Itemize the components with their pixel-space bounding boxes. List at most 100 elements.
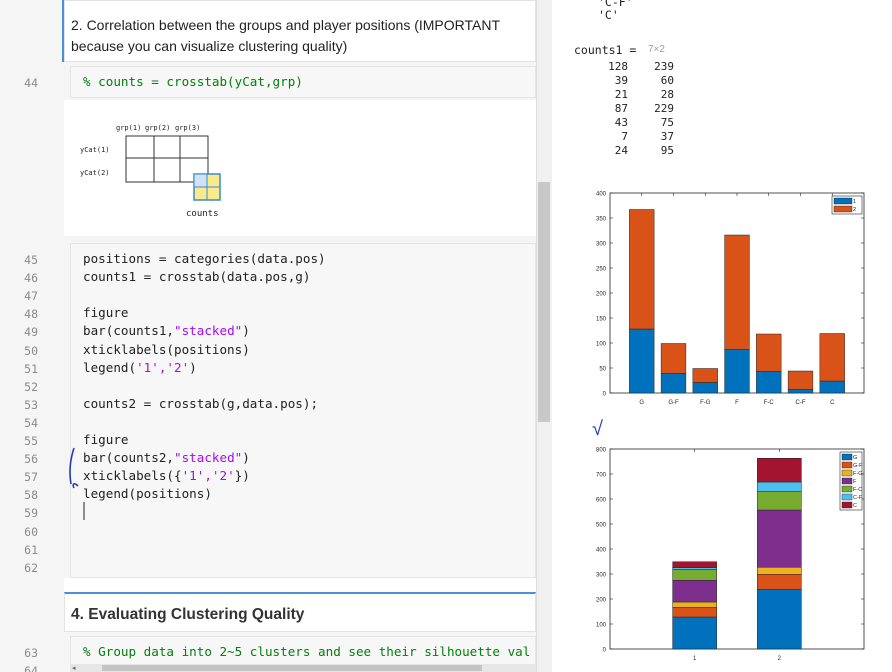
x-tick-label: F xyxy=(735,400,739,406)
horizontal-scrollbar[interactable]: ◂ xyxy=(70,664,536,672)
y-tick-label: 0 xyxy=(603,648,607,654)
bar-segment-G xyxy=(757,589,802,650)
code-line[interactable]: legend('1','2') xyxy=(83,359,197,375)
line-number: 53 xyxy=(24,397,38,412)
counts-table-icon xyxy=(193,173,221,201)
legend-swatch-1 xyxy=(833,197,853,205)
bar-segment-2 xyxy=(756,333,782,372)
code-line[interactable]: bar(counts1,"stacked") xyxy=(83,323,250,339)
matrix-cell: 21 xyxy=(614,88,628,101)
legend-label: C-F xyxy=(853,495,863,501)
x-tick-label: F-G xyxy=(700,400,711,406)
y-tick-label: 500 xyxy=(596,523,607,529)
matrix-cell: 7 xyxy=(621,130,628,143)
bar-segment-F-C xyxy=(757,491,802,511)
matrix-cell: 87 xyxy=(614,102,628,115)
y-tick-label: 200 xyxy=(596,598,607,604)
legend-swatch-F-G xyxy=(841,469,853,477)
legend-label: F-G xyxy=(853,471,862,477)
section-2-text: 2. Correlation between the groups and pl… xyxy=(71,17,500,54)
code-line[interactable]: xticklabels({'1','2'}) xyxy=(83,468,250,484)
x-tick-label: F-C xyxy=(764,400,775,406)
diagram-cell xyxy=(125,157,155,183)
ycat-1-label: yCat(1) xyxy=(80,146,110,154)
code-line[interactable]: figure xyxy=(83,305,129,321)
line-number: 50 xyxy=(24,343,38,358)
bar-segment-F xyxy=(757,509,802,568)
diagram-cell xyxy=(153,157,181,183)
bar-segment-2 xyxy=(692,368,718,383)
line-number: 54 xyxy=(24,415,38,430)
y-tick-label: 0 xyxy=(603,392,607,398)
bar-segment-2 xyxy=(787,370,814,390)
code-line[interactable]: counts1 = crosstab(data.pos,g) xyxy=(83,269,311,285)
horizontal-scroll-thumb[interactable] xyxy=(102,665,482,671)
code-line[interactable]: legend(positions) xyxy=(83,486,212,502)
live-script-editor[interactable]: 2. Correlation between the groups and pl… xyxy=(0,0,552,672)
legend-label: 2 xyxy=(853,207,856,213)
code-line-63[interactable]: % Group data into 2~5 clusters and see t… xyxy=(83,644,531,659)
bar-segment-C-F xyxy=(672,567,717,570)
code-line-44[interactable]: % counts = crosstab(yCat,grp) xyxy=(83,74,303,89)
code-line[interactable]: xticklabels(positions) xyxy=(83,341,250,357)
bar-segment-1 xyxy=(756,371,782,394)
legend-swatch-G-F xyxy=(841,461,853,469)
legend-label: F xyxy=(853,479,857,485)
y-tick-label: 100 xyxy=(596,623,607,629)
code-block-44[interactable] xyxy=(70,66,536,98)
vertical-scroll-thumb[interactable] xyxy=(538,182,550,422)
legend-swatch-F-C xyxy=(841,485,853,493)
diagram-cell xyxy=(125,135,155,159)
code-line[interactable]: figure xyxy=(83,432,129,447)
ycat-2-label: yCat(2) xyxy=(80,169,110,177)
line-number: 64 xyxy=(24,664,38,672)
text-cell-section-4[interactable]: 4. Evaluating Clustering Quality xyxy=(64,592,536,632)
handwritten-check-mark: √ xyxy=(592,418,603,440)
line-number: 55 xyxy=(24,434,38,448)
x-tick-label: 1 xyxy=(693,656,697,662)
cell-indicator xyxy=(62,0,64,62)
line-number: 61 xyxy=(24,542,38,557)
output-pane: 'C-F' 'C' counts1 = 7×2 128 239 39 60 21 28 87… xyxy=(552,0,892,672)
line-number: 59 xyxy=(24,506,38,521)
code-line[interactable]: positions = categories(data.pos) xyxy=(83,251,326,266)
code-line[interactable]: bar(counts2,"stacked") xyxy=(83,450,250,466)
matrix-cell: 60 xyxy=(660,74,674,87)
grp-2-label: grp(2) xyxy=(145,124,170,132)
code-line[interactable]: counts2 = crosstab(g,data.pos); xyxy=(83,395,319,411)
bar-segment-C xyxy=(757,458,802,483)
matrix-cell: 24 xyxy=(614,144,628,157)
legend-swatch-C xyxy=(841,501,853,509)
output-string-cf: 'C-F' xyxy=(598,0,633,9)
y-tick-label: 50 xyxy=(599,367,606,373)
stacked-bar-chart-1[interactable]: 0 50 100 150 200 250 300 350 400 G G-F F-G F F-C C-F C 1… xyxy=(552,182,892,412)
x-tick-label: G-F xyxy=(668,400,679,406)
y-tick-label: 150 xyxy=(596,317,607,323)
diagram-cell xyxy=(153,135,181,159)
text-cell-section-2[interactable]: 2. Correlation between the groups and pl… xyxy=(64,0,536,62)
matrix-cell: 75 xyxy=(660,116,674,129)
line-number: 56 xyxy=(24,452,38,467)
bar-segment-G-F xyxy=(672,607,717,618)
y-tick-label: 600 xyxy=(596,498,607,504)
bar-segment-F xyxy=(672,580,717,603)
matrix-cell: 239 xyxy=(654,60,674,73)
line-number: 45 xyxy=(24,253,38,267)
legend-label: G xyxy=(853,455,857,461)
y-tick-label: 200 xyxy=(596,292,607,298)
bar-segment-F-G xyxy=(672,601,717,608)
line-number: 63 xyxy=(24,646,38,660)
section-4-title: 4. Evaluating Clustering Quality xyxy=(71,606,305,623)
line-number: 52 xyxy=(24,379,38,394)
line-number: 44 xyxy=(24,76,38,90)
counts-caption: counts xyxy=(186,209,219,219)
y-tick-label: 300 xyxy=(596,242,607,248)
code-block-45-62[interactable] xyxy=(70,243,536,578)
diagram-image: grp(1) grp(2) grp(3) yCat(1) yCat(2) cou… xyxy=(64,100,536,236)
x-tick-label: C-F xyxy=(796,400,806,406)
scroll-left-icon[interactable]: ◂ xyxy=(72,665,76,672)
bar-segment-2 xyxy=(724,234,750,350)
diagram-cell xyxy=(179,135,209,159)
stacked-bar-chart-2[interactable]: 0 100 200 300 400 500 600 700 800 1 2 G G-F F-G F F-C C-… xyxy=(552,440,892,672)
legend-label: F-C xyxy=(853,487,862,493)
